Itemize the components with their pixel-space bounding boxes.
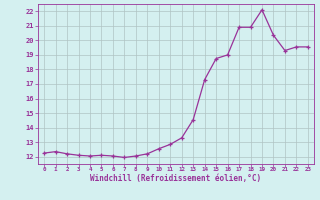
X-axis label: Windchill (Refroidissement éolien,°C): Windchill (Refroidissement éolien,°C) bbox=[91, 174, 261, 183]
